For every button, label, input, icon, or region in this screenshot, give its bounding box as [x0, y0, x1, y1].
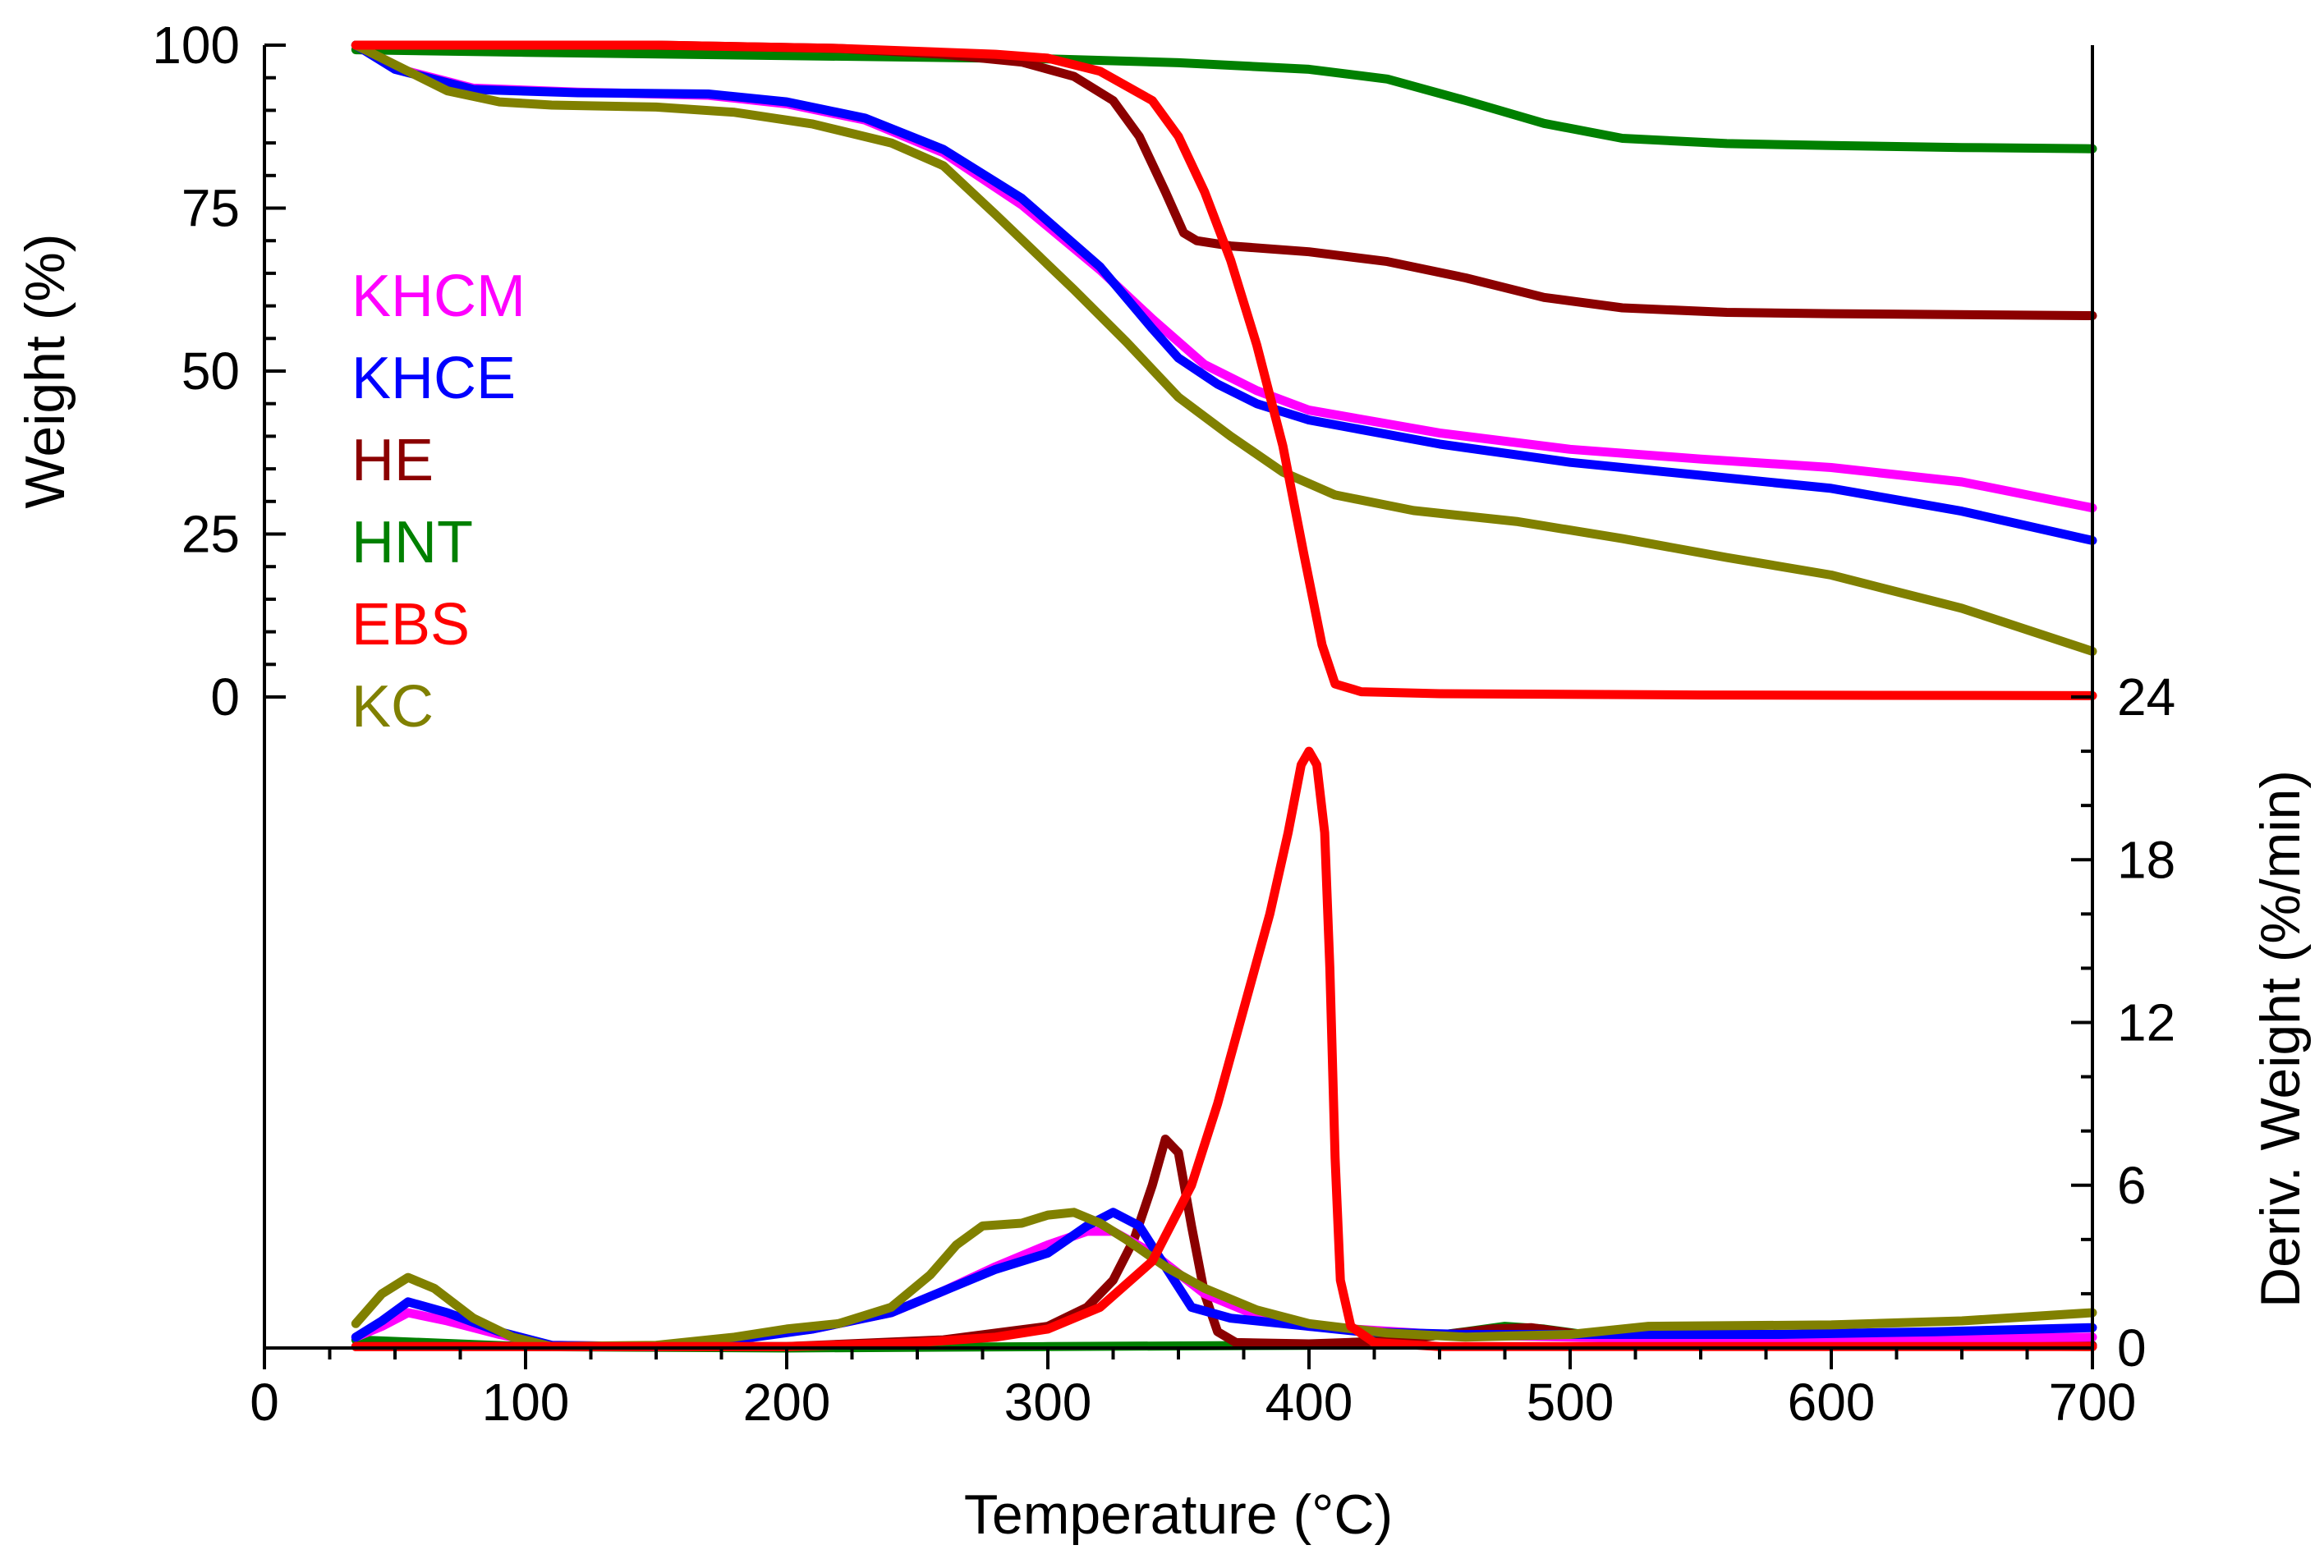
legend-label-khce: KHCE [351, 346, 516, 411]
weight-curve-hnt [351, 45, 2097, 154]
weight-curves [351, 40, 2097, 700]
right-y-tick-label: 6 [2117, 1156, 2147, 1215]
legend-label-kc: KC [351, 674, 434, 740]
x-tick-label: 100 [482, 1373, 570, 1432]
deriv-curve-ebs [351, 746, 2097, 1351]
deriv-curve-kc [351, 1208, 2097, 1351]
left-y-tick-label: 75 [181, 179, 240, 238]
legend: KHCM KHCE HE HNT EBS KC [351, 264, 526, 740]
x-tick-label: 200 [743, 1373, 831, 1432]
right-y-axis-title: Deriv. Weight (%/min) [2249, 770, 2312, 1308]
left-y-tick-label: 0 [210, 667, 240, 727]
right-y-tick-label: 0 [2117, 1318, 2147, 1378]
left-y-tick-label: 50 [181, 342, 240, 401]
derivative-curves [351, 746, 2097, 1353]
legend-label-ebs: EBS [351, 592, 470, 658]
legend-label-he: HE [351, 428, 434, 493]
right-y-tick-label: 24 [2117, 667, 2175, 727]
weight-curve-khce [351, 40, 2097, 545]
legend-label-khcm: KHCM [351, 264, 526, 329]
x-tick-label: 400 [1265, 1373, 1353, 1432]
x-tick-label: 0 [250, 1373, 279, 1432]
right-y-tick-label: 18 [2117, 830, 2175, 889]
x-tick-label: 600 [1788, 1373, 1876, 1432]
left-y-tick-label: 100 [152, 16, 240, 75]
weight-curve-kc [351, 40, 2097, 656]
x-tick-label: 500 [1527, 1373, 1614, 1432]
x-tick-label: 300 [1004, 1373, 1092, 1432]
right-y-tick-label: 12 [2117, 993, 2175, 1052]
x-axis-title: Temperature (°C) [964, 1483, 1393, 1546]
legend-label-hnt: HNT [351, 510, 473, 575]
x-tick-label: 700 [2049, 1373, 2137, 1432]
weight-curve-ebs [351, 40, 2097, 700]
left-y-tick-label: 25 [181, 505, 240, 564]
left-y-axis-title: Weight (%) [14, 233, 76, 508]
